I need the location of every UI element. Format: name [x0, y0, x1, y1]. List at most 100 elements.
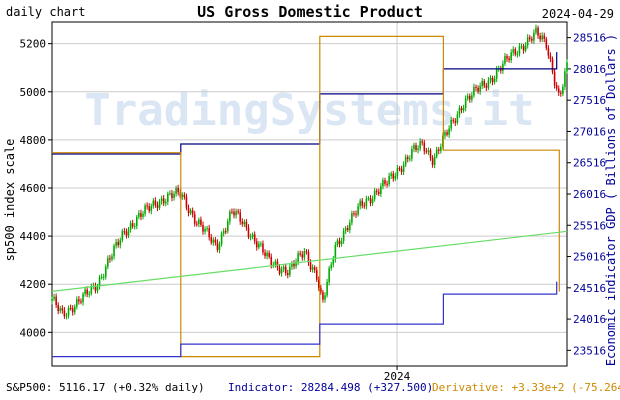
candle-body: [303, 251, 306, 258]
candle-body: [193, 214, 196, 224]
chart-date: 2024-04-29: [541, 7, 614, 21]
candle-body: [129, 223, 132, 230]
candle-body: [311, 267, 314, 270]
candle-body: [280, 269, 283, 274]
candle-body: [131, 223, 134, 227]
candle-body: [276, 261, 279, 268]
candle-body: [249, 236, 252, 238]
candle-body: [373, 190, 376, 199]
candle-body: [231, 211, 233, 213]
candle-body: [111, 256, 113, 260]
candle-body: [396, 168, 399, 176]
chart-period-label: daily chart: [6, 5, 86, 19]
candle-body: [429, 150, 432, 159]
candle-body: [255, 241, 258, 248]
candle-body: [357, 206, 359, 215]
candle-body: [448, 128, 450, 135]
candle-body: [61, 308, 64, 311]
candle-body: [553, 71, 556, 86]
candle-body: [340, 241, 343, 245]
candle-body: [433, 156, 436, 165]
candle-body: [456, 114, 459, 123]
candle-body: [377, 191, 380, 194]
candle-body: [533, 32, 535, 41]
candle-body: [349, 222, 351, 230]
candle-body: [289, 266, 291, 275]
candle-body: [100, 277, 103, 279]
candle-body: [220, 233, 223, 245]
y-tick-label-left: 5200: [20, 38, 47, 51]
candle-body: [522, 46, 525, 51]
candle-body: [562, 86, 564, 94]
candle-body: [479, 85, 481, 92]
candle-body: [460, 108, 463, 111]
candle-body: [419, 141, 421, 149]
candle-body: [88, 293, 91, 295]
candle-body: [512, 49, 515, 53]
candle-body: [243, 221, 246, 225]
footer-derivative-value: Derivative: +3.33e+2 (-75.264): [432, 381, 620, 394]
candle-body: [86, 289, 88, 295]
candle-body: [152, 200, 155, 207]
candle-body: [80, 301, 82, 303]
candle-body: [468, 95, 471, 100]
y-tick-label-right: 28516: [573, 32, 606, 45]
candle-body: [404, 157, 407, 165]
candle-body: [233, 211, 235, 216]
candle-body: [502, 63, 504, 71]
candle-body: [506, 56, 508, 59]
candle-body: [76, 299, 78, 307]
candle-body: [258, 243, 260, 248]
x-tick-label: 2024: [384, 370, 411, 383]
candle-body: [462, 107, 465, 111]
candle-body: [409, 158, 411, 160]
candle-body: [144, 205, 146, 214]
candle-body: [466, 95, 469, 99]
candle-body: [355, 213, 357, 215]
candle-body: [142, 213, 144, 217]
y-tick-label-left: 5000: [20, 86, 47, 99]
candle-body: [148, 206, 151, 211]
candle-body: [365, 198, 368, 207]
y-tick-label-right: 24016: [573, 313, 606, 326]
candle-body: [351, 213, 353, 223]
candle-body: [117, 242, 119, 246]
candle-body: [520, 46, 523, 48]
candle-body: [251, 234, 254, 237]
candle-body: [307, 252, 310, 263]
series-line-aux-2: [52, 281, 558, 358]
candle-body: [344, 228, 347, 231]
candle-body: [415, 145, 417, 150]
candle-body: [185, 196, 188, 208]
candle-body: [380, 186, 382, 194]
candle-body: [59, 308, 62, 312]
candle-body: [510, 52, 512, 61]
candle-body: [291, 263, 293, 267]
candle-body: [450, 119, 452, 129]
candle-body: [431, 158, 434, 165]
candle-body: [253, 234, 256, 242]
candle-body: [528, 37, 531, 39]
candle-body: [361, 200, 364, 206]
candle-body: [262, 243, 264, 253]
candle-body: [425, 151, 428, 153]
candle-body: [175, 188, 177, 194]
candle-body: [342, 230, 345, 242]
candle-body: [216, 242, 219, 250]
y-tick-label-left: 4400: [20, 230, 47, 243]
plot-frame: [51, 21, 568, 367]
candle-body: [202, 224, 204, 232]
candle-body: [65, 315, 68, 317]
candle-body: [477, 87, 479, 92]
candle-body: [286, 273, 289, 275]
candle-body: [140, 213, 142, 217]
candle-body: [491, 77, 494, 83]
candle-body: [384, 180, 386, 184]
candle-body: [446, 132, 448, 135]
candle-body: [119, 240, 122, 246]
candle-body: [125, 231, 128, 236]
candle-body: [487, 80, 490, 88]
footer-indicator-value: Indicator: 28284.498 (+327.500): [228, 381, 434, 394]
candle-body: [336, 240, 339, 245]
candle-body: [504, 56, 506, 64]
